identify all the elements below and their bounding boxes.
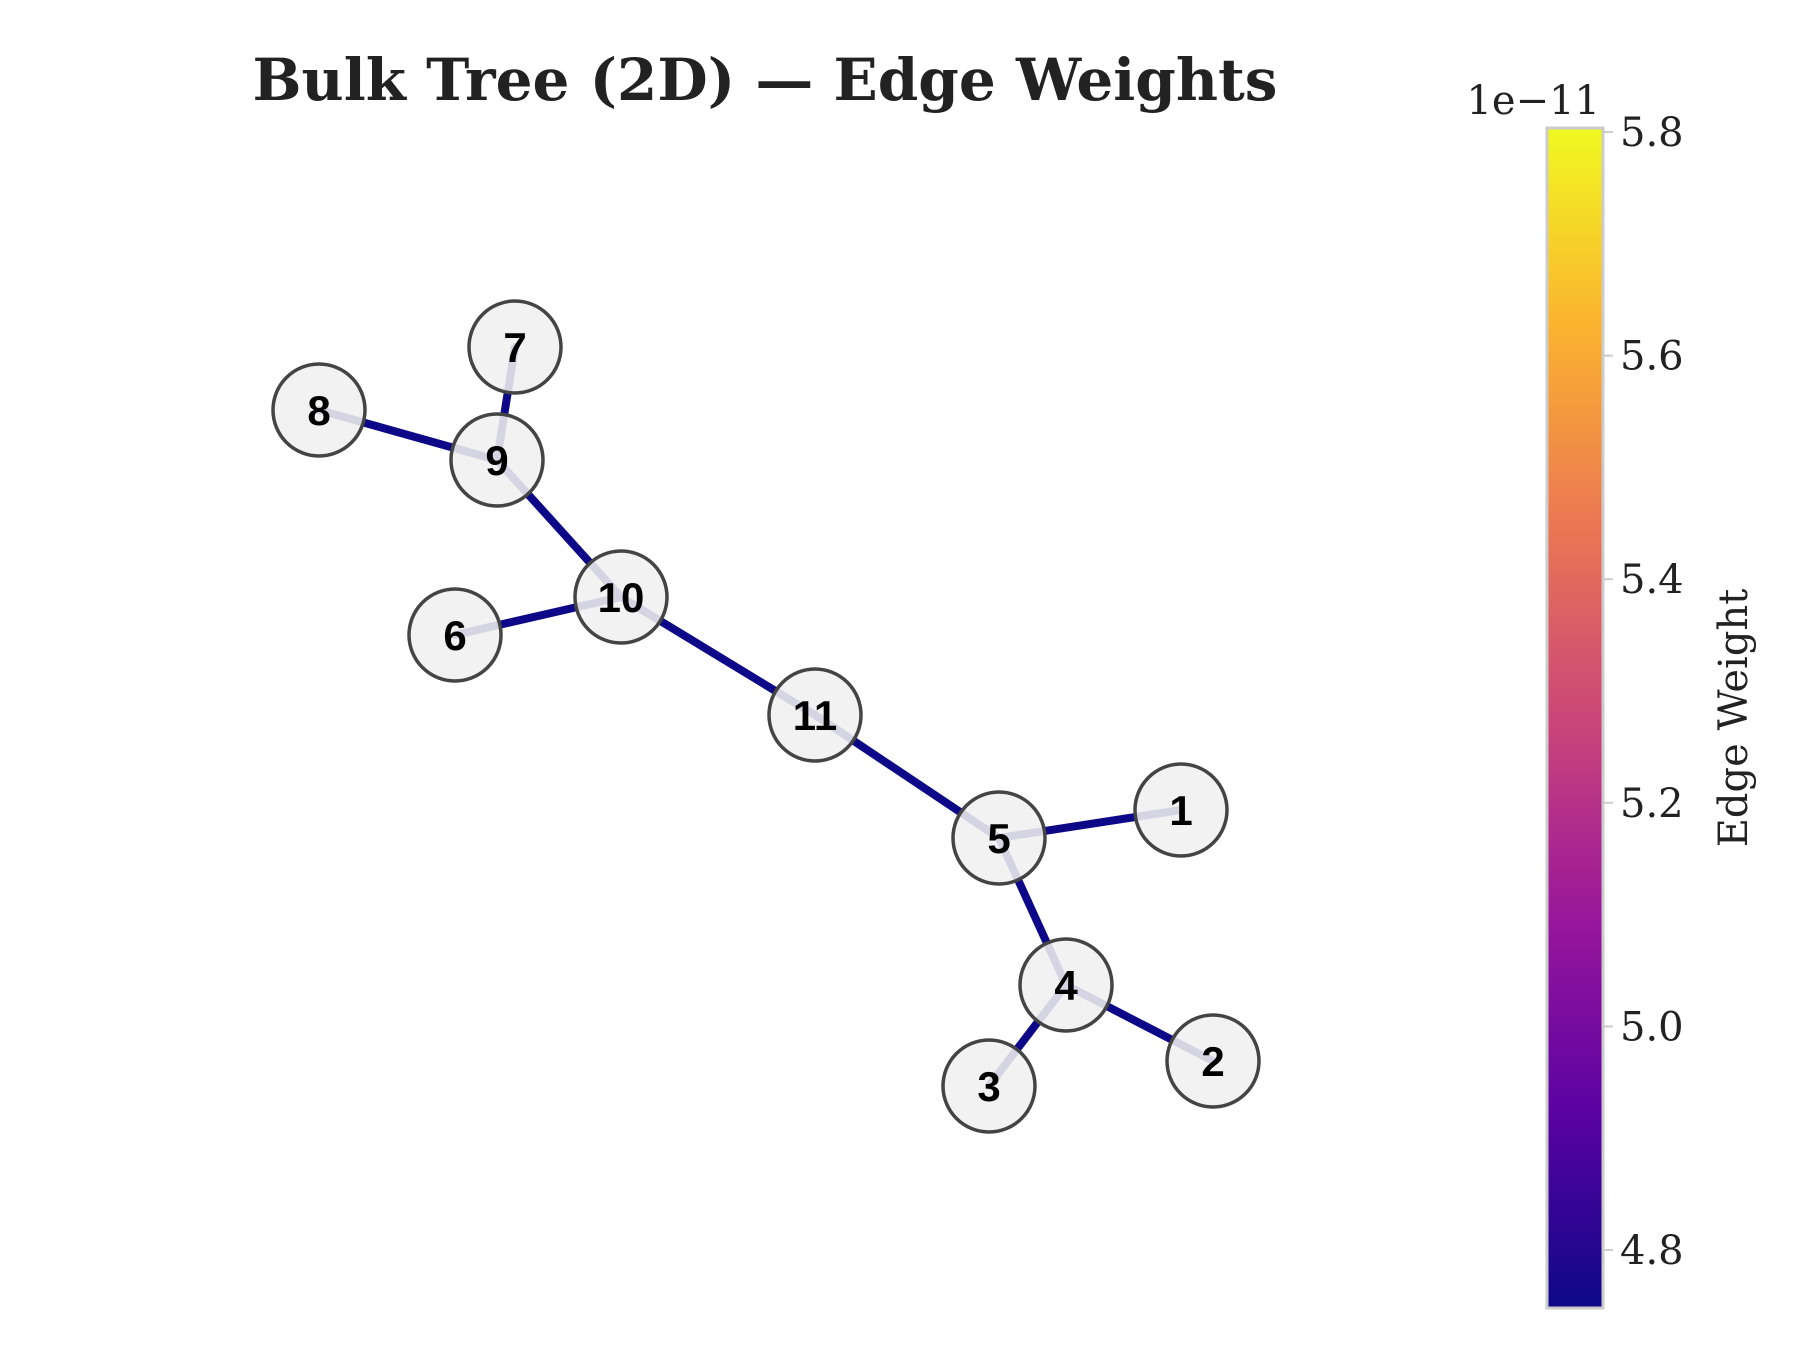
node-9: 9 — [449, 412, 545, 508]
node-circle-1 — [1133, 762, 1229, 858]
colorbar-tick-label: 4.8 — [1620, 1228, 1684, 1274]
node-6: 6 — [407, 587, 503, 683]
colorbar-tick-label: 5.0 — [1620, 1004, 1684, 1050]
node-11: 11 — [767, 667, 863, 763]
node-label-4: 4 — [1054, 962, 1078, 1009]
node-4: 4 — [1018, 937, 1114, 1033]
node-8: 8 — [271, 362, 367, 458]
colorbar-tick-label: 5.2 — [1620, 781, 1684, 827]
node-1: 1 — [1133, 762, 1229, 858]
node-circle-10 — [573, 549, 669, 645]
node-circle-3 — [941, 1038, 1037, 1134]
node-circle-11 — [767, 667, 863, 763]
node-circle-5 — [951, 790, 1047, 886]
colorbar-offset-text: 1e−11 — [1466, 78, 1600, 124]
colorbar-tick-label: 5.4 — [1620, 557, 1684, 603]
node-10: 10 — [573, 549, 669, 645]
node-circle-8 — [271, 362, 367, 458]
node-circle-7 — [467, 299, 563, 395]
node-label-1: 1 — [1169, 787, 1192, 834]
colorbar-tick-label: 5.6 — [1620, 334, 1684, 380]
node-circle-2 — [1165, 1013, 1261, 1109]
colorbar: 1e−11 4.8 5.0 5.2 5.4 5.6 5.8 Edge Weight — [1466, 78, 1757, 1310]
node-5: 5 — [951, 790, 1047, 886]
node-3: 3 — [941, 1038, 1037, 1134]
node-label-7: 7 — [503, 324, 526, 371]
node-label-9: 9 — [485, 437, 508, 484]
node-7: 7 — [467, 299, 563, 395]
node-circle-6 — [407, 587, 503, 683]
node-circle-9 — [449, 412, 545, 508]
node-label-11: 11 — [793, 692, 837, 739]
colorbar-ticks: 4.8 5.0 5.2 5.4 5.6 5.8 — [1603, 110, 1684, 1274]
node-layer: 1 2 3 4 5 6 7 8 9 10 11 — [271, 299, 1261, 1134]
node-circle-4 — [1018, 937, 1114, 1033]
node-label-5: 5 — [987, 815, 1010, 862]
colorbar-label: Edge Weight — [1711, 589, 1757, 848]
node-label-3: 3 — [977, 1063, 1000, 1110]
colorbar-gradient — [1545, 126, 1605, 1310]
node-2: 2 — [1165, 1013, 1261, 1109]
node-label-6: 6 — [443, 612, 466, 659]
node-label-8: 8 — [307, 387, 330, 434]
node-label-10: 10 — [598, 574, 645, 621]
node-label-2: 2 — [1201, 1038, 1224, 1085]
chart-title: Bulk Tree (2D) — Edge Weights — [253, 46, 1278, 114]
colorbar-tick-label: 5.8 — [1620, 110, 1684, 156]
